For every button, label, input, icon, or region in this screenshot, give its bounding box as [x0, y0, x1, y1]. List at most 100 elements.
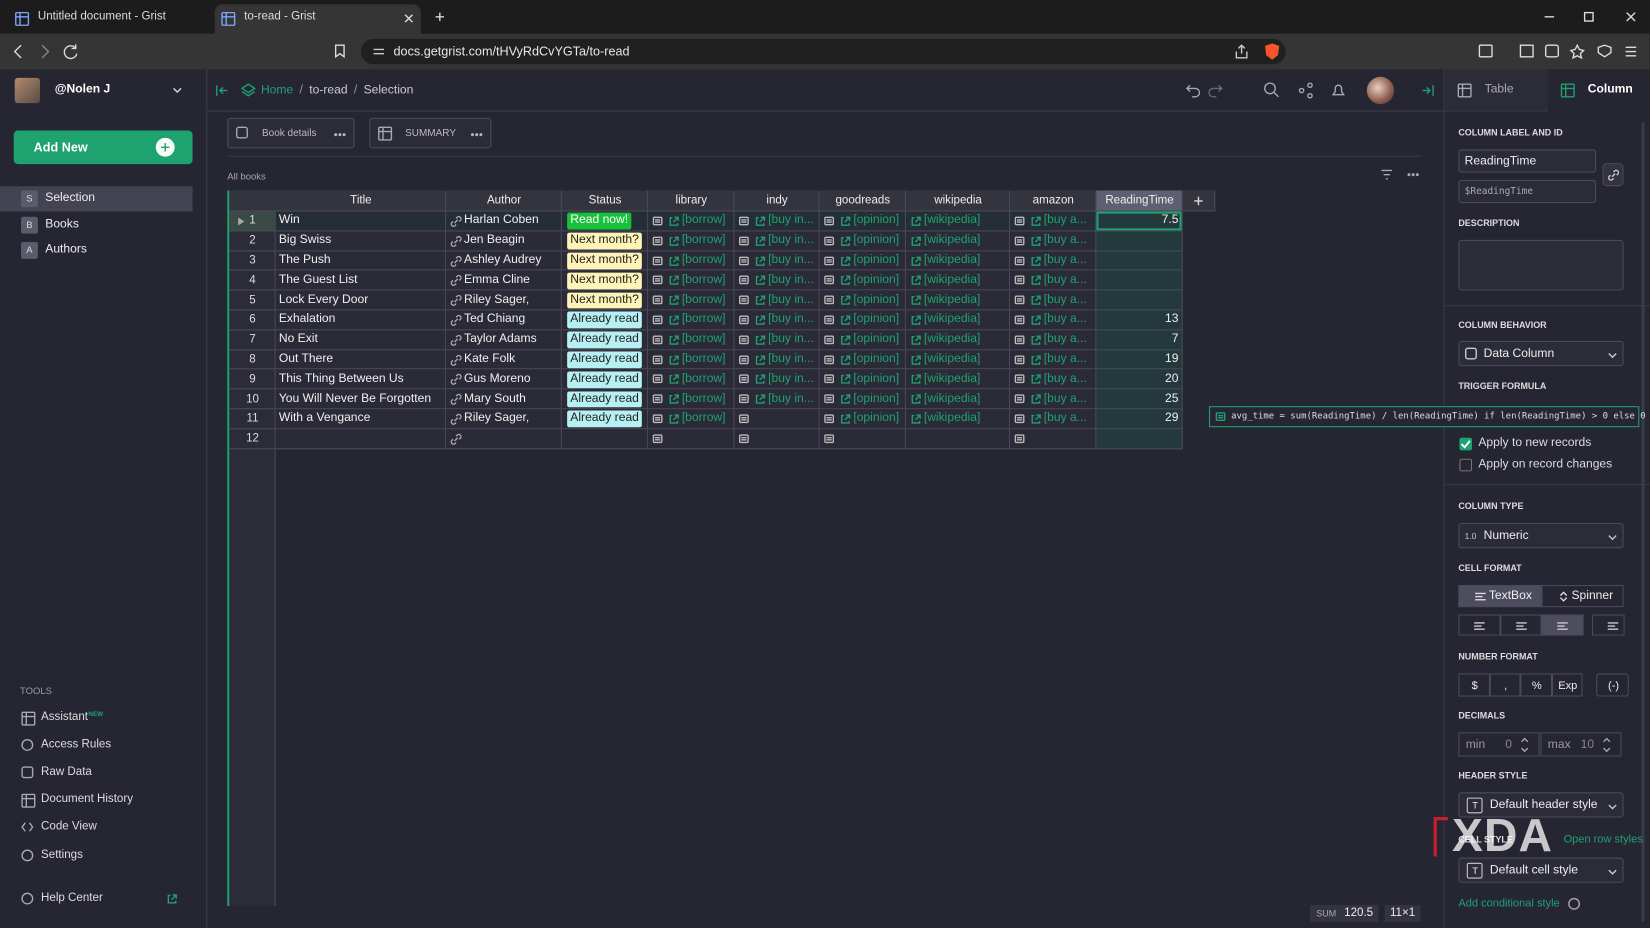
cell-link[interactable]: [wikipedia]	[923, 233, 981, 247]
grid-cell[interactable]: 25	[1096, 389, 1183, 410]
cell-link[interactable]: [wikipedia]	[923, 313, 981, 326]
cell-link[interactable]: [buy in...	[768, 313, 814, 326]
grid-cell[interactable]: [buy in...	[734, 330, 820, 350]
cell-link[interactable]: [opinion]	[853, 293, 900, 306]
align-button[interactable]	[1458, 614, 1500, 636]
row-styles-link[interactable]: Open row styles	[1563, 833, 1643, 846]
widget-tab[interactable]: Book details	[227, 117, 355, 149]
grid-cell[interactable]: [opinion]	[819, 211, 906, 232]
cell-link[interactable]: [buy in...	[768, 352, 814, 366]
decimals-input[interactable]: max 10	[1540, 732, 1622, 757]
grid-cell[interactable]: [opinion]	[819, 310, 906, 331]
grid-cell[interactable]: 7	[1096, 330, 1183, 350]
grid-cell[interactable]	[734, 429, 820, 449]
input-box[interactable]: T Default header style	[1458, 792, 1624, 818]
column-header[interactable]: library	[648, 190, 735, 212]
column-header[interactable]: amazon	[1010, 190, 1097, 212]
grid-cell[interactable]	[1096, 231, 1183, 252]
panel-tab[interactable]: Table	[1444, 69, 1548, 112]
grid-cell[interactable]: [buy a...	[1010, 330, 1097, 350]
account-avatar[interactable]	[1366, 76, 1395, 105]
grid-cell[interactable]: [wikipedia]	[905, 330, 1011, 350]
grid-cell[interactable]: [buy a...	[1010, 211, 1097, 232]
grid-cell[interactable]	[446, 429, 562, 449]
cell-link[interactable]: [buy in...	[768, 233, 814, 247]
grid-cell[interactable]: 20	[1096, 369, 1183, 390]
cell-link[interactable]: [buy a...	[1043, 214, 1087, 227]
bookmark[interactable]	[334, 44, 346, 59]
grid-cell[interactable]: [borrow]	[648, 409, 735, 430]
grid-cell[interactable]: Read now!	[561, 211, 649, 232]
grid-cell[interactable]: Next month?	[561, 231, 649, 252]
grid-cell[interactable]: Jen Beagin	[446, 231, 562, 252]
top-actions[interactable]	[1185, 82, 1345, 99]
grid-cell[interactable]	[648, 429, 735, 449]
grid-cell[interactable]	[1096, 251, 1183, 271]
column-header[interactable]: Title	[275, 190, 447, 212]
grid-cell[interactable]: Emma Cline	[446, 270, 562, 291]
grid-cell[interactable]	[1096, 429, 1183, 449]
cell-link[interactable]: [opinion]	[853, 253, 900, 267]
grid-cell[interactable]: [buy a...	[1010, 231, 1097, 252]
grid-cell[interactable]: [buy in...	[734, 231, 820, 252]
cell-link[interactable]: [wikipedia]	[923, 273, 981, 287]
grid-cell[interactable]: [borrow]	[648, 231, 735, 252]
cell-link[interactable]: [borrow]	[681, 214, 726, 227]
align-button[interactable]	[1499, 614, 1542, 636]
grid-cell[interactable]: Riley Sager,	[446, 409, 562, 430]
grid-cell[interactable]: [opinion]	[819, 251, 906, 271]
cell-link[interactable]: [borrow]	[681, 332, 726, 346]
tool-label[interactable]: Document History	[41, 793, 134, 806]
number-format-button[interactable]: $	[1458, 673, 1490, 697]
grid-cell[interactable]: [opinion]	[819, 389, 906, 410]
nav-buttons[interactable]	[13, 44, 78, 60]
grid-cell[interactable]	[734, 409, 820, 430]
grid-cell[interactable]: [wikipedia]	[905, 231, 1011, 252]
cell-link[interactable]: [opinion]	[853, 233, 900, 247]
cell-link[interactable]: [borrow]	[681, 313, 726, 326]
tool-label[interactable]: Settings	[41, 847, 83, 861]
section-sort-filter[interactable]	[1380, 169, 1393, 180]
cell-link[interactable]: [buy a...	[1043, 253, 1087, 267]
grid-cell[interactable]: You Will Never Be Forgotten	[275, 389, 447, 410]
tool-label[interactable]: Access Rules	[41, 738, 112, 751]
breadcrumb-item[interactable]: to-read	[309, 84, 348, 97]
grid-cell[interactable]: 13	[1096, 310, 1183, 331]
grid-cell[interactable]: [borrow]	[648, 349, 735, 370]
grid-cell[interactable]: Ted Chiang	[446, 310, 562, 331]
grid-cell[interactable]: [buy a...	[1010, 290, 1097, 311]
user-menu[interactable]	[173, 87, 182, 94]
grid-cell[interactable]: No Exit	[275, 330, 447, 350]
cell-link[interactable]: [wikipedia]	[923, 352, 981, 366]
grid-cell[interactable]	[275, 429, 447, 449]
grid-cell[interactable]: [borrow]	[648, 369, 735, 390]
cell-link[interactable]: [buy in...	[768, 392, 814, 405]
grid-cell[interactable]: [buy in...	[734, 349, 820, 370]
grid-cell[interactable]: Already read	[561, 330, 649, 350]
grid-cell[interactable]: Next month?	[561, 270, 649, 291]
cell-link[interactable]: [buy a...	[1043, 273, 1087, 287]
grid-cell[interactable]: [wikipedia]	[905, 270, 1011, 291]
grid-cell[interactable]: [opinion]	[819, 231, 906, 252]
input-box[interactable]: 1.0 Numeric	[1458, 522, 1624, 549]
number-format-button[interactable]: ,	[1489, 673, 1521, 697]
cell-link[interactable]: [wikipedia]	[923, 392, 981, 405]
browser-actions[interactable]	[1478, 43, 1637, 60]
grid-cell[interactable]: [buy a...	[1010, 389, 1097, 410]
input-box[interactable]: $ReadingTime	[1458, 179, 1597, 204]
grid-cell[interactable]: [wikipedia]	[905, 369, 1011, 390]
add-new-button[interactable]: Add New	[13, 130, 193, 165]
grid-cell[interactable]: [buy a...	[1010, 310, 1097, 331]
grid-cell[interactable]: The Guest List	[275, 270, 447, 291]
grid-cell[interactable]: Riley Sager,	[446, 290, 562, 311]
cell-link[interactable]: [opinion]	[853, 332, 900, 346]
cell-link[interactable]: [buy a...	[1043, 313, 1087, 326]
cell-link[interactable]: [opinion]	[853, 372, 900, 385]
grid-cell[interactable]: [borrow]	[648, 389, 735, 410]
grid-cell[interactable]: [buy in...	[734, 389, 820, 410]
cell-link[interactable]: [buy a...	[1043, 352, 1087, 366]
browser-tab[interactable]: Untitled document - Grist	[8, 4, 214, 33]
grid-cell[interactable]: [wikipedia]	[905, 409, 1011, 430]
panel-tab[interactable]: Column	[1547, 69, 1650, 112]
cell-link[interactable]: [borrow]	[681, 293, 726, 306]
